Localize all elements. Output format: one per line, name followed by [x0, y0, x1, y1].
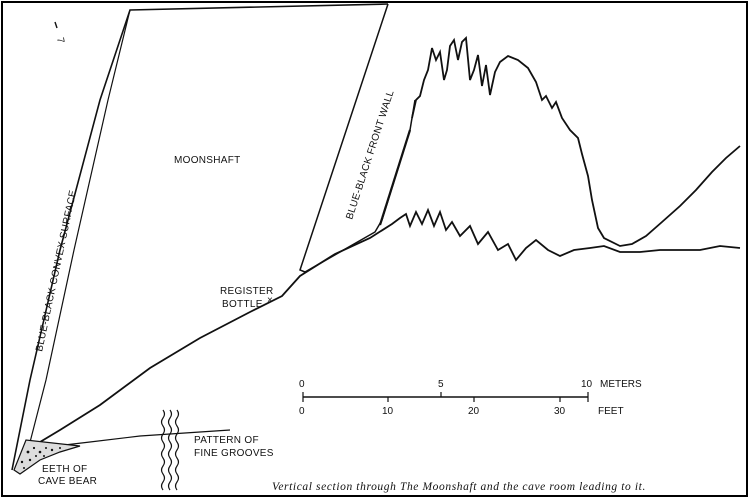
scale-meters-label: METERS: [600, 379, 642, 390]
fine-grooves-pattern: [160, 409, 180, 491]
cave-bear-teeth-deposit: [13, 439, 81, 475]
left-wall-outline: [11, 3, 389, 471]
scale-meter-tick-0: 0: [299, 379, 305, 390]
register-bottle-label-1: REGISTER: [220, 286, 274, 297]
left-wall-inner-line: [27, 9, 131, 451]
scale-feet-tick-20: 20: [468, 406, 480, 417]
scale-feet-tick-30: 30: [554, 406, 566, 417]
scale-meter-tick-10: 10: [581, 379, 593, 390]
front-wall-outline: [299, 3, 416, 273]
register-bottle-label-2: BOTTLE: [222, 299, 263, 310]
teeth-speckles: [20, 446, 61, 469]
grooves-label-2: FINE GROOVES: [194, 448, 274, 459]
register-bottle-marker: ×: [267, 295, 273, 306]
scale-feet-tick-0: 0: [299, 406, 305, 417]
scale-feet-label: FEET: [598, 406, 624, 417]
cave-floor-profile: [29, 207, 741, 449]
scale-feet-tick-10: 10: [382, 406, 394, 417]
grooves-label-1: PATTERN OF: [194, 435, 259, 446]
teeth-label-1: EETH OF: [42, 464, 87, 475]
scale-meter-tick-5: 5: [438, 379, 444, 390]
teeth-label-2: CAVE BEAR: [38, 476, 97, 487]
figure-caption: Vertical section through The Moonshaft a…: [272, 481, 646, 493]
moonshaft-label: MOONSHAFT: [174, 155, 241, 166]
north-tick: [54, 21, 58, 29]
north-mark: 7: [54, 37, 66, 45]
front-wall-inner: [378, 129, 412, 226]
front-wall-label: BLUE-BLACK FRONT WALL: [344, 89, 396, 221]
cave-ceiling-profile: [411, 36, 741, 247]
scale-bar: 0 5 10 METERS 0 10 20 30 FEET: [299, 379, 642, 417]
